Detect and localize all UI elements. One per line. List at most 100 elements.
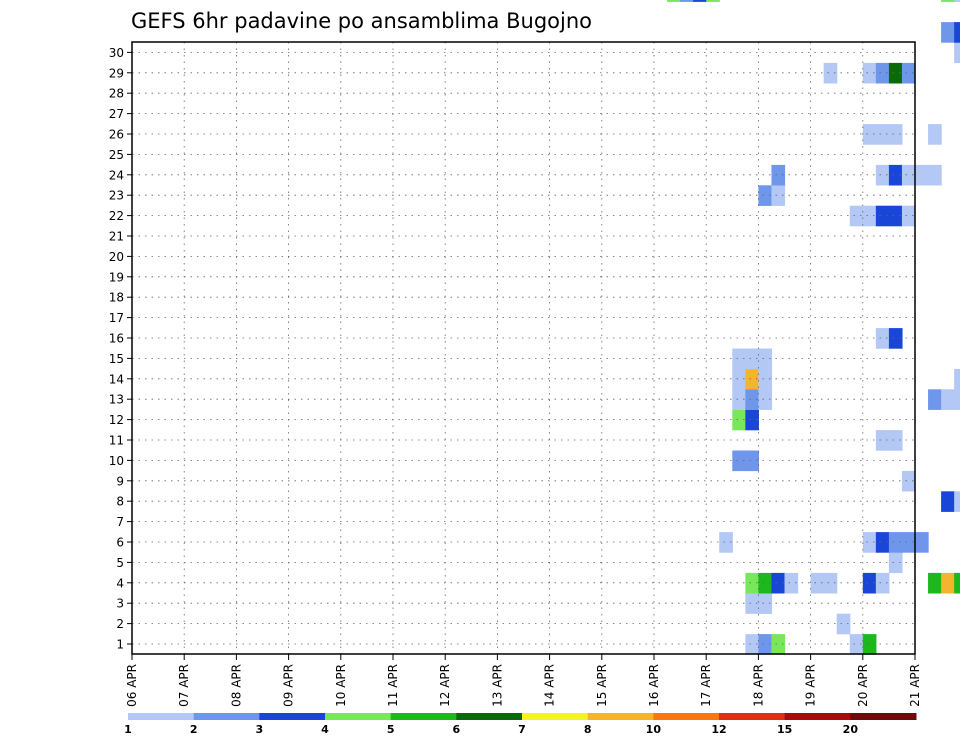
x-tick-label: 10 APR: [334, 664, 348, 707]
heatmap-cell: [849, 634, 864, 655]
legend-label: 10: [646, 723, 662, 736]
heatmap-cell: [888, 124, 903, 145]
x-tick-label: 12 APR: [438, 664, 452, 707]
legend-label: 5: [387, 723, 395, 736]
legend-swatch: [259, 713, 326, 720]
x-tick-label: 17 APR: [699, 664, 713, 707]
heatmap-cell: [888, 532, 903, 553]
heatmap-cell: [875, 62, 890, 84]
legend-swatch: [784, 713, 851, 720]
x-tick-label: 15 APR: [595, 664, 609, 707]
chart-title: GEFS 6hr padavine po ansamblima Bugojno: [131, 9, 592, 33]
heatmap-cell: [888, 205, 903, 227]
y-tick-label: 5: [116, 556, 124, 570]
heatmap-cell: [954, 368, 960, 390]
heatmap-cell: [693, 0, 707, 2]
legend-swatch: [719, 713, 786, 720]
heatmap-cell: [888, 430, 903, 451]
heatmap-cell: [667, 0, 681, 2]
y-tick-label: 21: [109, 230, 124, 244]
heatmap-cell: [758, 572, 773, 594]
y-tick-label: 20: [109, 250, 124, 264]
heatmap-cell: [862, 62, 877, 84]
heatmap-cell: [784, 572, 799, 594]
heatmap-cell: [901, 470, 916, 492]
y-tick-label: 2: [116, 617, 124, 631]
heatmap-cell: [928, 164, 942, 186]
heatmap-cell: [888, 552, 903, 574]
heatmap-cell: [901, 205, 916, 227]
heatmap-cell: [732, 368, 746, 390]
heatmap-cell: [954, 42, 960, 64]
heatmap-cell: [888, 62, 903, 84]
y-tick-label: 12: [109, 413, 124, 427]
heatmap-cell: [954, 0, 960, 2]
heatmap-cell: [901, 532, 916, 553]
heatmap-cell: [745, 368, 759, 390]
grid-lines: [132, 42, 915, 654]
heatmap-cell: [758, 593, 773, 614]
legend-swatch: [522, 713, 589, 720]
y-tick-label: 9: [116, 474, 124, 488]
heatmap-cell: [862, 634, 877, 655]
heatmap-cell: [928, 572, 942, 594]
x-tick-label: 19 APR: [804, 664, 818, 707]
heatmap-cell: [732, 450, 746, 472]
heatmap-cell: [745, 348, 759, 370]
y-tick-label: 22: [109, 209, 124, 223]
heatmap-cell: [928, 389, 942, 410]
legend-label: 7: [518, 723, 526, 736]
heatmap-cell: [862, 572, 877, 594]
heatmap-cell: [745, 389, 759, 410]
y-tick-label: 10: [109, 454, 124, 468]
y-tick-label: 19: [109, 270, 124, 284]
legend-label: 2: [190, 723, 198, 736]
heatmap-cell: [719, 532, 733, 553]
heatmap-cell: [758, 389, 773, 410]
heatmap-cell: [928, 124, 942, 145]
heatmap-cell: [862, 124, 877, 145]
heatmap-cell: [745, 572, 759, 594]
x-tick-label: 21 APR: [908, 664, 922, 707]
heatmap-cell: [888, 328, 903, 349]
y-tick-label: 17: [109, 311, 124, 325]
heatmap-cell: [706, 0, 720, 2]
heatmap-cell: [758, 634, 773, 655]
heatmap-cell: [941, 491, 955, 512]
y-tick-label: 25: [109, 148, 124, 162]
x-tick-label: 06 APR: [125, 664, 139, 707]
heatmap-cell: [823, 572, 838, 594]
y-tick-label: 13: [109, 393, 124, 407]
heatmap-cell: [771, 634, 786, 655]
legend-swatch: [390, 713, 457, 720]
heatmap-cell: [745, 593, 759, 614]
heatmap-cell: [941, 0, 955, 2]
y-tick-label: 16: [109, 332, 124, 346]
x-tick-label: 20 APR: [856, 664, 870, 707]
legend-label: 4: [321, 723, 329, 736]
x-tick-label: 09 APR: [282, 664, 296, 707]
heatmap-cell: [875, 328, 890, 349]
x-tick-label: 11 APR: [386, 664, 400, 707]
plot-area-frame: [131, 41, 916, 655]
heatmap-cell: [732, 348, 746, 370]
heatmap-cell: [745, 409, 759, 431]
legend-swatch: [128, 713, 195, 720]
heatmap-cell: [941, 572, 955, 594]
y-tick-label: 11: [109, 434, 124, 448]
heatmap-cell: [732, 389, 746, 410]
heatmap-cell: [771, 164, 786, 186]
legend-label: 8: [584, 723, 592, 736]
legend-label: 12: [711, 723, 726, 736]
x-tick-label: 13 APR: [490, 664, 504, 707]
y-tick-label: 24: [109, 168, 124, 182]
y-tick-label: 4: [116, 576, 124, 590]
heatmap-cell: [954, 572, 960, 594]
legend-label: 15: [777, 723, 792, 736]
heatmap-cell: [836, 613, 851, 635]
legend-label: 20: [843, 723, 859, 736]
heatmap-cell: [758, 185, 773, 206]
heatmap-cell: [771, 185, 786, 206]
legend-swatch: [325, 713, 392, 720]
